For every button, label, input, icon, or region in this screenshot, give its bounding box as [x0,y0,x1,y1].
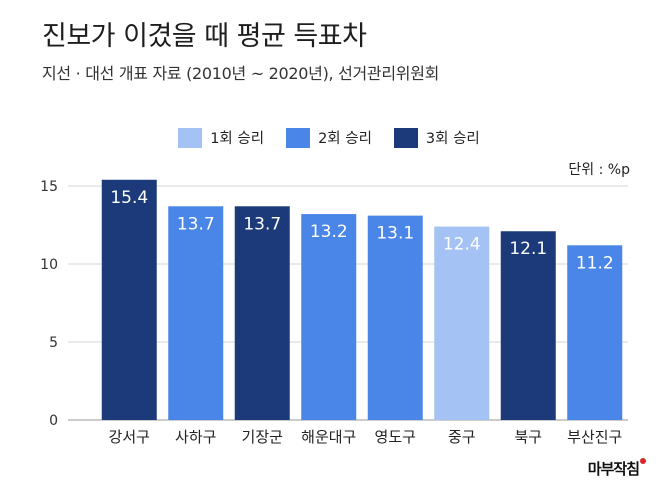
x-category-label: 영도구 [375,428,416,446]
bar-value-label: 13.7 [243,214,281,234]
x-category-label: 중구 [448,428,476,446]
bar-value-label: 11.2 [576,253,614,273]
bar-value-label: 12.1 [509,239,547,259]
legend-swatch-win3 [393,127,418,148]
x-category-label: 강서구 [109,428,150,446]
label-layer: 0 5 10 15 15.4 강서구 13.7 사하구 13.7 기장군 13.2 해운대구 13.1 영… [40,179,622,446]
brand-logo-text: 마부작침 [587,460,640,478]
chart-title: 진보가 이겼을 때 평균 득표차 [42,21,367,52]
legend-label-win1: 1회 승리 [210,131,265,147]
unit-label: 단위 : %p [568,162,630,178]
bar-value-label: 13.7 [177,214,215,234]
legend-item-win2: 2회 승리 [286,127,372,148]
bar-5 [434,226,490,420]
chart-subtitle: 지선 · 대선 개표 자료 (2010년 ~ 2020년), 선거관리위원회 [42,64,440,83]
y-tick-label: 0 [49,413,58,429]
legend-swatch-win2 [286,127,311,148]
bar-4 [367,215,423,420]
bar-6 [500,231,556,420]
bar-7 [567,245,623,420]
bar-value-label: 15.4 [110,188,148,208]
legend-label-win3: 3회 승리 [425,131,480,147]
legend-item-win3: 3회 승리 [393,127,480,148]
x-category-label: 북구 [514,428,542,446]
brand-logo-dot [640,458,646,464]
bar-2 [234,206,290,420]
bar-3 [301,214,357,420]
legend: 1회 승리 2회 승리 3회 승리 [0,127,658,148]
legend-item-win1: 1회 승리 [178,127,264,148]
brand-logo: 마부작침 [588,458,646,479]
bar-value-label: 13.1 [376,224,414,244]
x-category-label: 부산진구 [567,428,622,446]
x-category-label: 해운대구 [301,428,356,446]
legend-swatch-win1 [178,127,203,148]
bar-1 [168,206,224,420]
bar-value-label: 12.4 [443,235,481,255]
legend-label-win2: 2회 승리 [318,131,372,147]
y-tick-label: 5 [49,335,58,351]
bar-0 [101,179,157,420]
y-tick-label: 10 [40,257,58,273]
bar-value-label: 13.2 [310,222,348,242]
bar-layer [101,179,623,420]
x-category-label: 사하구 [175,428,216,446]
x-category-label: 기장군 [242,428,284,446]
y-tick-label: 15 [40,179,58,195]
